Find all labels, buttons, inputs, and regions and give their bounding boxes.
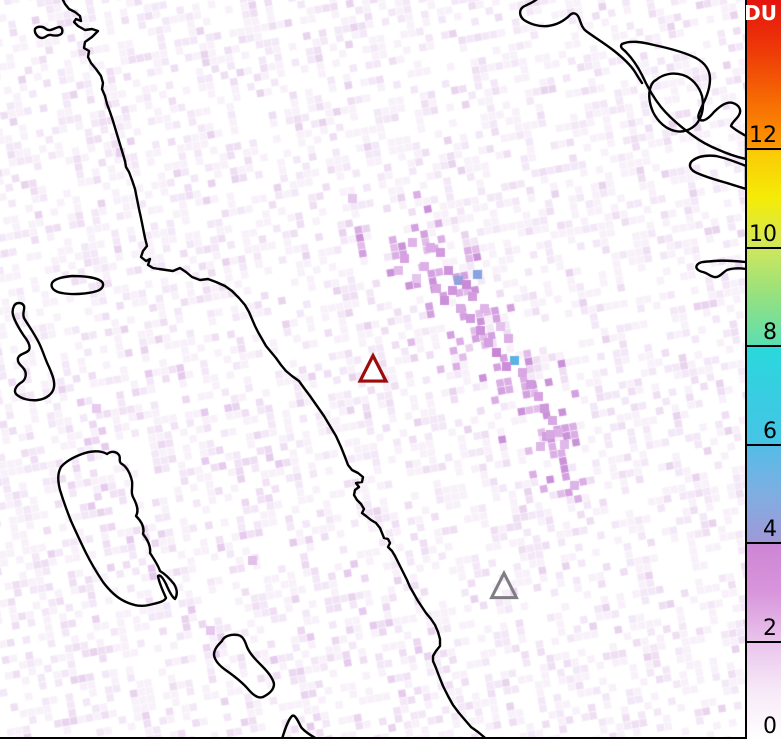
volcano-marker-red-triangle [357, 352, 389, 383]
colorbar-tick-label: 0 [763, 714, 777, 739]
island-bottom-tadpole-coastline-path [212, 633, 276, 699]
island-top-right-outer-coastline-path [619, 40, 745, 160]
colorbar-tick-label: 4 [763, 517, 777, 542]
so2-data-overlay-canvas [0, 0, 745, 739]
volcano-marker-gray-triangle [489, 569, 519, 600]
colorbar-tick-line [747, 640, 781, 643]
map-frame-bottom-border [0, 737, 781, 739]
colorbar-tick-line [747, 542, 781, 544]
coast-bottom-peak-coastline-path [280, 714, 319, 739]
island-top-left-coastline-path [33, 25, 64, 40]
colorbar-tick-label: 2 [763, 615, 777, 641]
island-bottom-left-large-coastline-path [57, 450, 178, 607]
colorbar-tick-label: 10 [749, 221, 777, 247]
right-edge-squiggle-coastline-path [695, 259, 745, 279]
colorbar-unit-label: DU [744, 1, 777, 25]
colorbar-left-border [745, 0, 747, 739]
strait-island-tip-coastline-path [688, 154, 745, 190]
colorbar-tick-label: 6 [763, 418, 777, 444]
headland-top-right-coastline-path [518, 0, 644, 85]
colorbar-tick-line [747, 443, 781, 446]
colorbar-tick-line [747, 345, 781, 347]
colorbar-tick-label: 12 [749, 123, 777, 148]
colorbar-gradient [747, 0, 781, 739]
mainland-coast-coastline-path [61, 0, 488, 739]
colorbar-tick-line [747, 148, 781, 150]
colorbar-tick-line [747, 246, 781, 249]
island-mid-left-complex-coastline-path [11, 301, 56, 402]
coastline-map [11, 0, 745, 739]
colorbar: DU 12 10 8 6 4 2 0 [744, 0, 781, 739]
island-top-right-inner-coastline-path [648, 72, 705, 133]
colorbar-tick-label: 8 [763, 320, 777, 345]
island-mid-left-oval-coastline-path [50, 274, 105, 296]
